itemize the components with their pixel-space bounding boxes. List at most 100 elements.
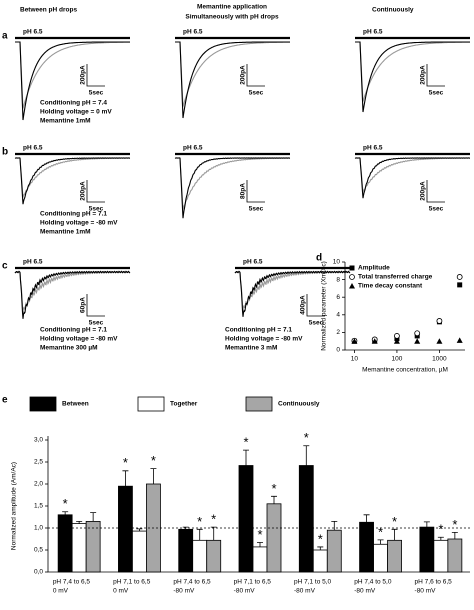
stimulus-label: pH 6.5 [363, 29, 383, 36]
y-tick-label: 2 [336, 329, 340, 336]
y-tick-label: 0 [336, 347, 340, 354]
error-bar [331, 521, 338, 531]
marker [457, 282, 463, 288]
bar [298, 465, 314, 573]
y-tick-label: 3,0 [34, 437, 43, 444]
bar [447, 538, 463, 573]
stimulus-label: pH 6.5 [363, 145, 383, 152]
condition-text: Conditioning pH = 7.1 [225, 327, 292, 334]
column-header: Between pH drops [20, 7, 77, 14]
bar [312, 549, 328, 573]
condition-text: Holding voltage = -80 mV [40, 220, 118, 227]
bar [57, 514, 73, 573]
error-bar [271, 495, 277, 504]
x-tick-sublabel: 0 mV [113, 588, 129, 595]
condition-text: Memantine 1mM [40, 118, 91, 125]
x-tick-sublabel: -80 mV [173, 588, 195, 595]
significance-mark: * [318, 531, 323, 546]
bar [419, 526, 435, 573]
bar [71, 523, 87, 573]
error-bar [90, 512, 97, 522]
x-tick-sublabel: -80 mV [354, 588, 376, 595]
x-tick-label: 100 [391, 356, 402, 363]
stimulus-label: pH 6.5 [23, 145, 43, 152]
bar [252, 546, 268, 573]
scale-bar [426, 180, 445, 203]
current-trace [14, 270, 131, 319]
y-axis-label: Normalized parameter (Xm/Xc) [321, 261, 328, 351]
condition-text: Conditioning pH = 7.1 [40, 327, 107, 334]
y-tick-label: 6 [336, 294, 340, 301]
y-axis-label: Normalized amplitude (Am/Ac) [11, 462, 18, 550]
legend-swatch [245, 396, 273, 412]
error-bar [76, 521, 83, 524]
scale-bar [246, 180, 265, 203]
x-tick-label: pH 7,1 to 6,5 [234, 579, 272, 586]
legend-label: Between [62, 401, 89, 408]
scale-bar [426, 64, 445, 87]
current-trace [174, 157, 290, 219]
scale-label: 5sec [249, 206, 264, 213]
scale-label: 5sec [89, 90, 104, 97]
significance-mark: * [378, 524, 383, 539]
significance-mark: * [257, 527, 262, 542]
bar [373, 543, 388, 573]
scale-label: 200pA [80, 65, 87, 85]
stimulus-label: pH 6.5 [183, 145, 203, 152]
x-tick-label: pH 7,4 to 6,5 [53, 579, 91, 586]
scale-label: 5sec [429, 206, 444, 213]
y-tick-label: 0,5 [34, 547, 43, 554]
legend-label: Total transferred charge [358, 274, 433, 281]
current-trace [355, 41, 470, 113]
current-trace [234, 270, 351, 317]
significance-mark: * [197, 514, 202, 529]
bar [192, 539, 208, 573]
y-tick-label: 2,5 [34, 459, 43, 466]
panel-label: a [2, 31, 8, 42]
scale-label: 200pA [240, 65, 247, 85]
marker [394, 333, 400, 339]
bar [85, 521, 101, 573]
x-tick-sublabel: -80 mV [294, 588, 316, 595]
marker [371, 338, 378, 344]
marker [349, 274, 355, 280]
y-tick-label: 8 [336, 276, 340, 283]
error-bar [196, 528, 203, 541]
scale-label: 400pA [300, 295, 307, 315]
marker [351, 338, 358, 344]
x-tick-sublabel: 0 mV [53, 588, 69, 595]
x-tick-label: pH 7,1 to 6,5 [113, 579, 151, 586]
y-tick-label: 1,0 [34, 525, 43, 532]
marker [349, 265, 355, 271]
significance-mark: * [271, 481, 276, 496]
panel-label: b [2, 147, 8, 158]
scale-label: 200pA [420, 65, 427, 85]
current-trace [174, 157, 291, 210]
condition-text: Memantine 300 µM [40, 345, 98, 352]
condition-text: Memantine 3 mM [225, 345, 277, 352]
x-tick-label: 10 [351, 356, 359, 363]
y-tick-label: 1,5 [34, 503, 43, 510]
current-trace [175, 41, 290, 119]
error-bar [62, 511, 69, 515]
x-tick-label: pH 7,6 to 6,5 [415, 579, 453, 586]
column-header: Continuously [372, 7, 414, 14]
error-bar [136, 528, 143, 532]
bar [359, 521, 374, 573]
scale-label: 200pA [80, 181, 87, 201]
current-trace [14, 157, 130, 205]
marker [349, 283, 355, 289]
bar [238, 465, 254, 573]
significance-mark: * [392, 514, 397, 529]
significance-mark: * [243, 435, 248, 450]
scale-bar [246, 64, 265, 87]
y-tick-label: 10 [333, 259, 341, 266]
panel-label: d [316, 253, 322, 264]
scale-bar [306, 294, 325, 317]
significance-mark: * [63, 496, 68, 511]
current-trace [354, 157, 470, 193]
stimulus-label: pH 6.5 [23, 259, 43, 266]
error-bar [377, 539, 384, 545]
scale-label: 5sec [89, 320, 104, 327]
